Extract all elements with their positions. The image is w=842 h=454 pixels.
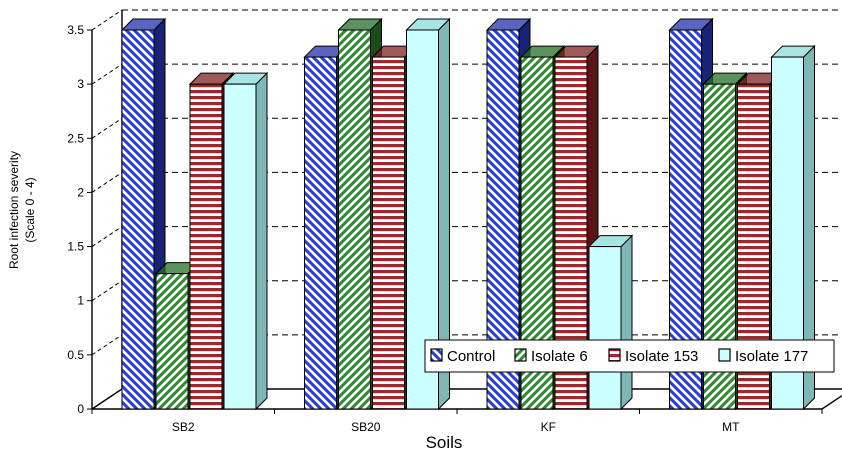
bar-control-sb2 — [120, 17, 167, 411]
y-tick-label: 2 — [77, 185, 84, 199]
gridline-side — [91, 280, 123, 302]
bar-front — [304, 56, 337, 410]
x-axis: SB2 SB20 KF MT — [91, 409, 823, 434]
legend-label: Isolate 177 — [735, 348, 808, 365]
x-tick-label: SB2 — [172, 420, 195, 434]
bar-isolate-177-sb20 — [405, 17, 451, 411]
bar-front — [223, 83, 257, 410]
bar-front — [406, 29, 439, 410]
legend-swatch — [430, 348, 443, 362]
bar-front — [155, 273, 189, 410]
gridline-side — [91, 63, 123, 85]
y-tick-label: 3 — [77, 77, 84, 91]
legend-label: Isolate 153 — [625, 348, 698, 365]
y-axis: 0 0.5 1 1.5 2 2.5 3 3.5 — [67, 23, 92, 416]
legend-swatch — [514, 348, 527, 362]
bar-side — [255, 71, 268, 411]
y-tick-label: 1.5 — [67, 240, 84, 254]
bar-front — [338, 29, 371, 410]
legend-label: Isolate 6 — [531, 348, 588, 365]
bar-front — [588, 246, 622, 410]
x-axis-title: Soils — [426, 433, 463, 452]
bar-isolate-177-sb2 — [222, 71, 269, 411]
gridline-side — [91, 9, 123, 31]
y-tick-label: 2.5 — [67, 131, 84, 145]
legend-label: Control — [447, 348, 495, 365]
y-axis-title: Root infection severity (Scale 0 - 4) — [7, 151, 37, 269]
back-wall-left-edge — [91, 10, 123, 410]
y-tick-label: 0.5 — [67, 348, 84, 362]
legend-box — [424, 339, 835, 373]
gridline-side — [91, 226, 123, 247]
y-tick-label: 0 — [77, 402, 84, 416]
bar-isolate-177-kf — [587, 234, 634, 411]
floor-right-edge — [821, 394, 842, 410]
y-tick-label: 3.5 — [67, 23, 84, 37]
bar-side — [620, 234, 633, 411]
y-axis-title-line2: (Scale 0 - 4) — [23, 177, 37, 242]
bar-front — [372, 56, 405, 410]
bar-front — [189, 83, 223, 410]
gridline-side — [91, 334, 123, 356]
gridline-side — [91, 117, 123, 139]
y-axis-title-line1: Root infection severity — [7, 151, 21, 269]
x-tick-label: SB20 — [351, 420, 381, 434]
y-tick-label: 1 — [77, 294, 84, 308]
gridline-side — [91, 172, 123, 193]
legend-swatch — [718, 348, 731, 362]
x-tick-label: KF — [541, 420, 556, 434]
bar-front — [121, 29, 155, 410]
legend-swatch — [608, 348, 621, 362]
x-tick-label: MT — [722, 420, 740, 434]
legend: Control Isolate 6 Isolate 153 Isolate 177 — [424, 339, 835, 373]
